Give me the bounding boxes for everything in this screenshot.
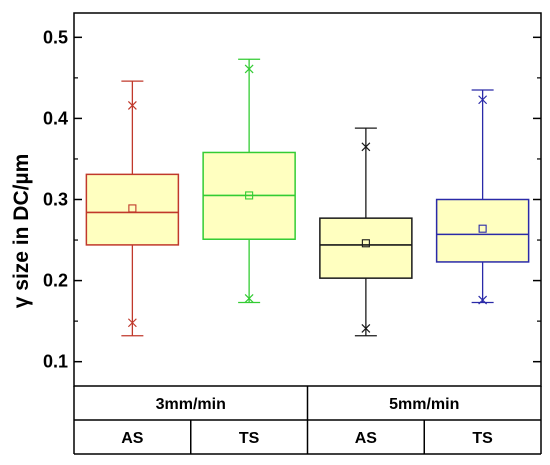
category-label: AS bbox=[121, 430, 144, 447]
y-tick-label: 0.3 bbox=[43, 190, 68, 210]
max-marker bbox=[361, 142, 371, 152]
min-marker bbox=[127, 318, 137, 328]
box-3mm-min-AS bbox=[85, 80, 180, 337]
y-tick-label: 0.2 bbox=[43, 271, 68, 291]
box-iqr bbox=[435, 198, 530, 263]
group-label: 5mm/min bbox=[389, 396, 459, 413]
max-marker bbox=[127, 101, 137, 110]
plot-area: 0.1 0.2 0.3 0.4 0.5 bbox=[43, 12, 542, 387]
category-label: AS bbox=[355, 430, 378, 447]
box-5mm-min-AS bbox=[319, 127, 413, 337]
category-table: 3mm/min AS TS 5mm/min AS TS bbox=[73, 386, 542, 455]
y-tick-label: 0.4 bbox=[43, 108, 68, 128]
mean-marker bbox=[361, 239, 370, 248]
y-tick-label: 0.1 bbox=[43, 352, 68, 372]
y-axis-title: γ size in DC/µm bbox=[10, 154, 33, 308]
group-label: 3mm/min bbox=[156, 396, 226, 413]
max-marker bbox=[244, 64, 254, 74]
max-marker bbox=[478, 95, 488, 105]
min-marker bbox=[361, 324, 371, 333]
box-iqr bbox=[85, 173, 180, 246]
mean-marker bbox=[478, 224, 487, 233]
min-marker bbox=[478, 295, 488, 305]
box-5mm-min-TS bbox=[435, 89, 530, 305]
min-marker bbox=[244, 294, 254, 303]
category-label: TS bbox=[472, 430, 493, 447]
mean-marker bbox=[128, 204, 137, 213]
category-label: TS bbox=[239, 430, 260, 447]
box-3mm-min-TS bbox=[202, 58, 296, 304]
box-iqr bbox=[319, 217, 413, 279]
y-tick-label: 0.5 bbox=[43, 27, 68, 47]
mean-marker bbox=[245, 191, 254, 200]
